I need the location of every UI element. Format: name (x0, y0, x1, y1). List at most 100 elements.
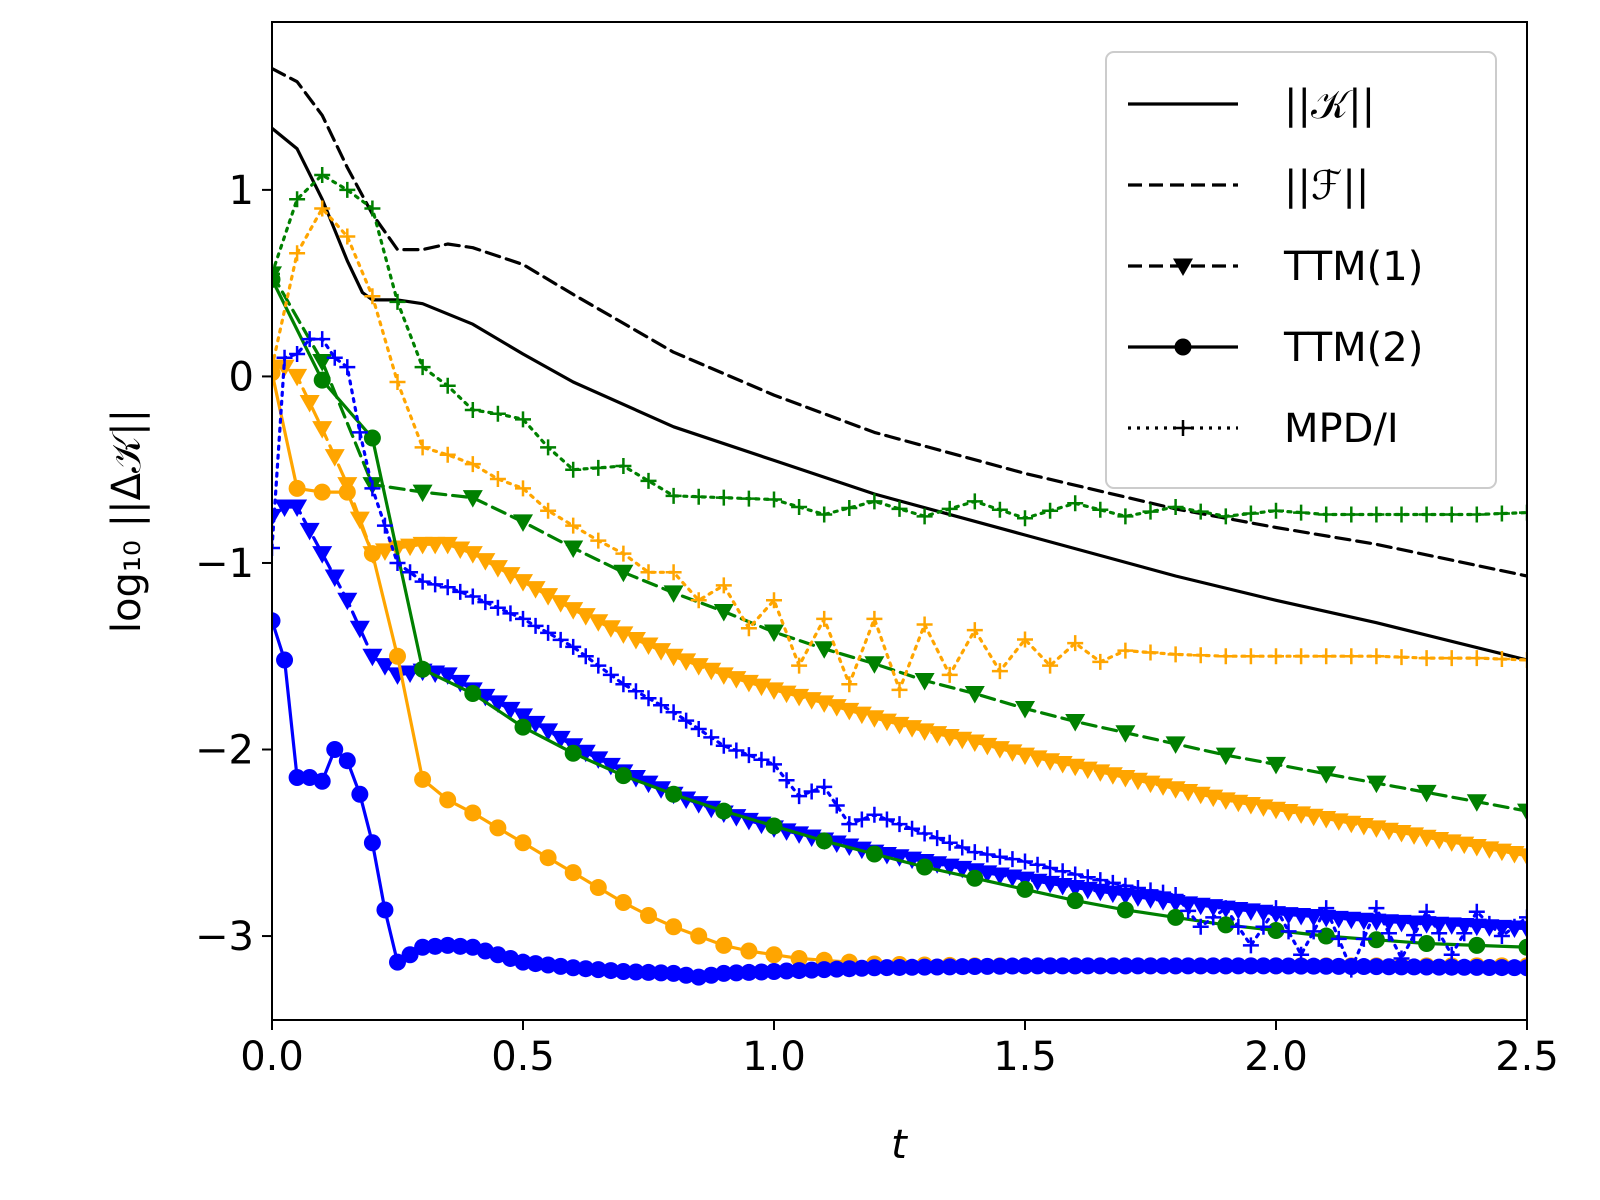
data-point (564, 864, 582, 882)
data-point (1254, 957, 1272, 975)
data-point (588, 751, 609, 769)
data-point (866, 493, 883, 510)
data-point (1192, 647, 1209, 664)
data-point (349, 620, 370, 639)
data-point (577, 960, 595, 978)
data-point (339, 181, 356, 198)
data-point (941, 500, 958, 517)
data-point (1054, 863, 1071, 880)
data-point (715, 577, 732, 594)
data-point (1167, 499, 1184, 516)
data-point (514, 718, 532, 736)
data-point (363, 429, 381, 447)
data-point (615, 457, 632, 474)
data-point (1330, 957, 1348, 975)
data-point (314, 166, 331, 183)
data-point (363, 545, 381, 563)
data-point (752, 963, 770, 981)
data-point (540, 624, 557, 641)
data-point (1142, 503, 1159, 520)
data-point (914, 672, 935, 691)
data-point (1466, 794, 1487, 812)
data-point (1155, 884, 1172, 901)
data-point (364, 200, 381, 217)
data-point (289, 346, 306, 363)
data-point (452, 583, 469, 600)
legend-item: TTM(2) (1128, 325, 1423, 371)
data-point (665, 704, 682, 721)
data-point (552, 957, 570, 975)
data-point (414, 439, 431, 456)
data-point (1318, 506, 1335, 523)
data-point (1393, 958, 1410, 976)
data-point (464, 402, 481, 419)
data-point (1180, 902, 1197, 919)
data-point (891, 500, 908, 517)
data-point (1517, 803, 1527, 822)
data-point (314, 331, 331, 348)
data-point (1443, 506, 1460, 523)
data-point (753, 751, 770, 768)
data-point (765, 962, 783, 980)
data-point (828, 797, 845, 814)
data-point (400, 538, 421, 557)
data-point (651, 643, 672, 661)
data-point (450, 541, 471, 559)
data-point (1217, 916, 1235, 934)
data-point (1017, 853, 1033, 870)
data-point (276, 349, 293, 366)
data-point (272, 612, 281, 630)
data-point (487, 560, 508, 578)
series-10 (272, 331, 1527, 978)
data-point (816, 610, 833, 627)
data-point (274, 499, 295, 518)
data-point (690, 592, 707, 609)
data-point (1017, 510, 1033, 527)
data-point (815, 961, 833, 979)
data-point (652, 964, 670, 982)
data-point (589, 961, 607, 979)
data-point (1116, 957, 1134, 975)
data-point (272, 265, 280, 282)
data-point (1167, 908, 1185, 926)
data-point (314, 200, 331, 217)
data-point (1115, 725, 1136, 743)
data-point (1517, 921, 1527, 939)
data-point (1066, 892, 1084, 910)
data-point (527, 955, 545, 973)
data-point (1242, 957, 1260, 975)
data-point (389, 293, 406, 310)
data-point (1192, 918, 1209, 935)
data-point (550, 730, 571, 749)
data-point (1519, 504, 1527, 521)
y-tick-label: −1 (195, 541, 254, 587)
data-point (740, 490, 757, 507)
data-point (1468, 506, 1485, 523)
data-point (614, 893, 632, 911)
data-point (299, 395, 320, 413)
data-point (627, 963, 645, 981)
data-point (715, 737, 732, 754)
data-point (1506, 918, 1523, 935)
data-point (1268, 648, 1284, 665)
data-point (1229, 957, 1247, 975)
data-point (437, 667, 458, 685)
data-point (702, 966, 720, 984)
data-point (715, 936, 733, 954)
data-point (464, 588, 481, 605)
data-point (1468, 958, 1486, 976)
data-point (272, 359, 280, 376)
series-layer (272, 67, 1527, 986)
data-point (665, 918, 683, 936)
data-point (1418, 506, 1435, 523)
data-point (1179, 957, 1197, 975)
legend-item: ||𝒦|| (1128, 82, 1375, 128)
data-point (1517, 848, 1527, 866)
data-point (1015, 700, 1035, 719)
data-point (313, 483, 331, 501)
data-point (1280, 957, 1298, 975)
data-point (439, 579, 456, 596)
data-point (790, 962, 808, 980)
legend-marker (1174, 338, 1192, 356)
data-point (1443, 650, 1460, 667)
